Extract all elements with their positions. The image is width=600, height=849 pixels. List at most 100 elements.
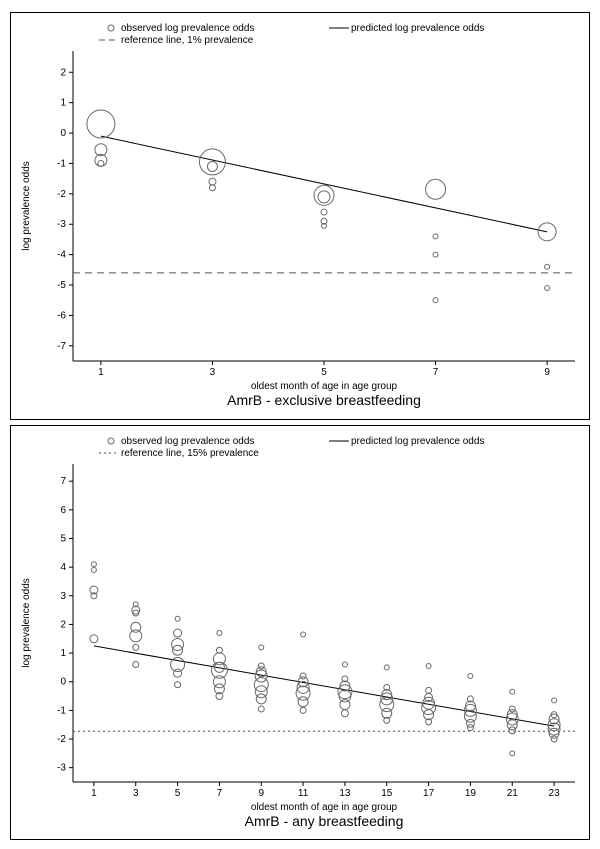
legend-label: predicted log prevalence odds <box>351 436 484 447</box>
data-point <box>318 191 330 203</box>
y-tick-label: 1 <box>60 98 66 109</box>
data-point <box>172 638 184 650</box>
y-tick-label: -1 <box>57 158 66 169</box>
legend-label: reference line, 15% prevalence <box>121 448 259 459</box>
data-point <box>174 669 182 677</box>
data-point <box>509 706 515 712</box>
data-point <box>258 706 264 712</box>
x-axis-label: oldest month of age in age group <box>251 802 398 813</box>
data-point <box>217 631 222 636</box>
legend-label: predicted log prevalence odds <box>351 23 484 34</box>
data-point <box>551 736 557 742</box>
data-point <box>90 635 98 643</box>
y-tick-label: -3 <box>57 763 66 774</box>
y-tick-label: 0 <box>60 128 66 139</box>
y-tick-label: 0 <box>60 677 66 688</box>
y-tick-label: -6 <box>57 310 66 321</box>
x-tick-label: 7 <box>433 367 439 378</box>
data-point <box>133 644 139 650</box>
panel-title: AmrB - any breastfeeding <box>245 813 404 829</box>
data-point <box>545 264 550 269</box>
data-point <box>341 710 348 717</box>
x-tick-label: 19 <box>465 788 477 799</box>
x-tick-label: 9 <box>258 788 264 799</box>
chart-svg-bottom: -3-2-1012345671357911131517192123oldest … <box>11 426 591 841</box>
y-axis-label: log prevalence odds <box>21 578 32 668</box>
data-point <box>175 616 180 621</box>
data-point <box>256 694 266 704</box>
data-point <box>91 568 96 573</box>
y-tick-label: -4 <box>57 250 66 261</box>
x-tick-label: 9 <box>544 367 550 378</box>
y-tick-label: -5 <box>57 280 66 291</box>
data-point <box>426 179 446 199</box>
data-point <box>133 662 139 668</box>
data-point <box>552 698 557 703</box>
data-point <box>91 562 96 567</box>
x-tick-label: 23 <box>549 788 561 799</box>
y-tick-label: -2 <box>57 189 66 200</box>
data-point <box>254 678 268 692</box>
data-point <box>339 690 351 702</box>
data-point <box>130 630 142 642</box>
y-tick-label: -2 <box>57 734 66 745</box>
x-tick-label: 17 <box>423 788 435 799</box>
y-axis-label: log prevalence odds <box>21 161 32 251</box>
legend-label: reference line, 1% prevalence <box>121 35 254 46</box>
data-point <box>321 209 327 215</box>
fit-line <box>101 136 547 232</box>
panel-bottom: -3-2-1012345671357911131517192123oldest … <box>10 425 590 840</box>
y-tick-label: 2 <box>60 67 66 78</box>
legend-label: observed log prevalence odds <box>121 23 254 34</box>
data-point <box>300 707 306 713</box>
data-point <box>174 629 182 637</box>
data-point <box>545 286 550 291</box>
y-tick-label: 7 <box>60 476 66 487</box>
x-axis-label: oldest month of age in age group <box>251 381 398 392</box>
panel-top: -7-6-5-4-3-2-101213579oldest month of ag… <box>10 12 590 420</box>
data-point <box>338 685 352 699</box>
data-point <box>301 632 306 637</box>
chart-svg-top: -7-6-5-4-3-2-101213579oldest month of ag… <box>11 13 591 421</box>
data-point <box>342 662 347 667</box>
fit-line <box>94 646 554 726</box>
x-tick-label: 15 <box>381 788 393 799</box>
x-tick-label: 5 <box>321 367 327 378</box>
x-tick-label: 1 <box>98 367 104 378</box>
data-point <box>510 689 515 694</box>
data-point <box>382 708 392 718</box>
legend-label: observed log prevalence odds <box>121 436 254 447</box>
y-tick-label: 4 <box>60 562 66 573</box>
y-tick-label: 1 <box>60 648 66 659</box>
x-tick-label: 1 <box>91 788 97 799</box>
x-tick-label: 3 <box>210 367 216 378</box>
x-tick-label: 21 <box>507 788 519 799</box>
y-tick-label: 5 <box>60 533 66 544</box>
data-point <box>384 665 389 670</box>
data-point <box>259 645 264 650</box>
x-tick-label: 13 <box>339 788 351 799</box>
figure-page: -7-6-5-4-3-2-101213579oldest month of ag… <box>0 0 600 849</box>
data-point <box>426 663 431 668</box>
data-point <box>258 663 264 669</box>
y-tick-label: 2 <box>60 619 66 630</box>
data-point <box>209 178 216 185</box>
data-point <box>300 673 306 679</box>
data-point <box>175 682 181 688</box>
data-point <box>426 687 432 693</box>
y-tick-label: -1 <box>57 705 66 716</box>
data-point <box>87 110 115 138</box>
panel-title: AmrB - exclusive breastfeeding <box>227 392 421 408</box>
data-point <box>468 674 473 679</box>
data-point <box>433 298 438 303</box>
data-point <box>314 185 334 205</box>
y-tick-label: 3 <box>60 591 66 602</box>
y-tick-label: -7 <box>57 341 66 352</box>
data-point <box>509 727 516 734</box>
x-tick-label: 11 <box>298 788 309 799</box>
data-point <box>433 234 438 239</box>
data-point <box>433 252 438 257</box>
data-point <box>98 160 104 166</box>
x-tick-label: 5 <box>175 788 181 799</box>
data-point <box>207 161 217 171</box>
